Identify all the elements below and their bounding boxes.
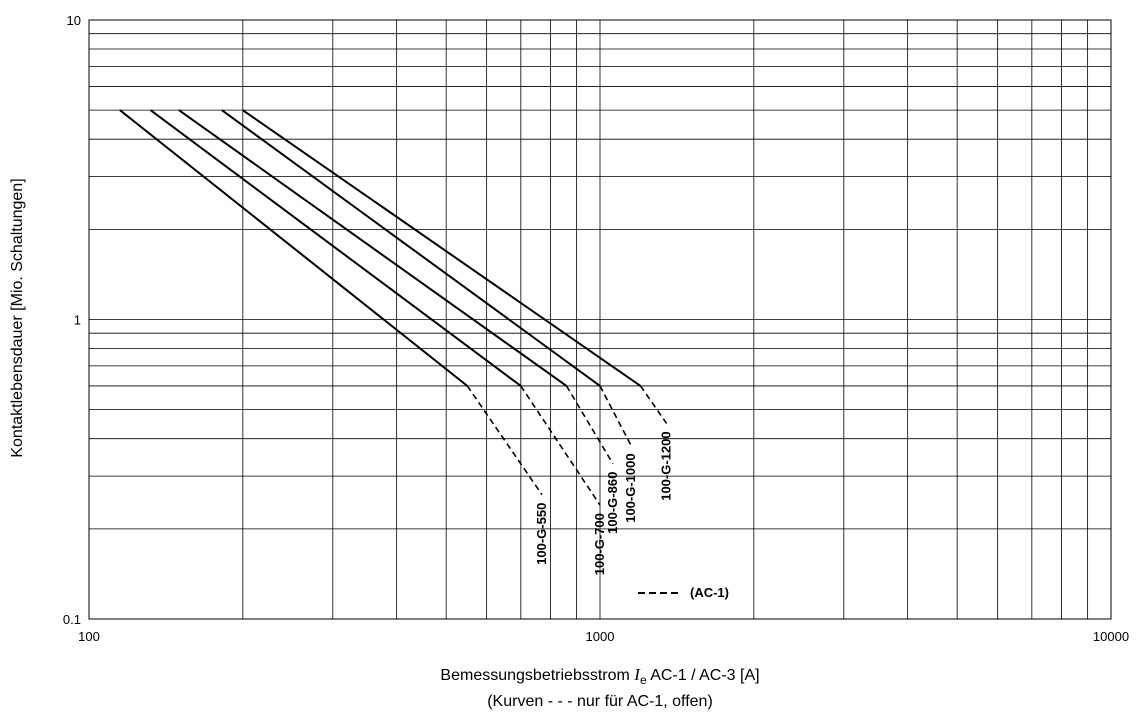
series-dash-100-G-550 (466, 385, 543, 496)
axis-ticks: 100 1000 10000 0.1 1 10 (63, 13, 1129, 644)
series-dash-100-G-860 (565, 385, 614, 465)
series-label-100-G-700: 100-G-700 (592, 513, 607, 575)
series-line-100-G-860 (178, 109, 568, 387)
x-axis-label: Bemessungsbetriebsstrom Ie AC-1 / AC-3 [… (440, 665, 759, 687)
y-tick-label: 1 (74, 313, 81, 328)
y-tick-label: 0.1 (63, 612, 81, 627)
x-tick-label: 10000 (1093, 629, 1129, 644)
series-line-100-G-550 (119, 109, 468, 387)
series-label-100-G-1200: 100-G-1200 (659, 431, 674, 500)
series-dash-100-G-700 (520, 385, 601, 506)
series-line-100-G-700 (150, 109, 522, 387)
series-label-100-G-1000: 100-G-1000 (623, 453, 638, 522)
series-dash-100-G-1000 (599, 385, 632, 446)
y-axis-label: Kontaktlebensdauer [Mio. Schaltungen] (9, 178, 26, 457)
series-dash-100-G-1200 (639, 385, 668, 424)
series-lines (119, 109, 668, 506)
x-tick-label: 100 (78, 629, 100, 644)
legend-label: (AC-1) (690, 585, 729, 600)
plot-frame (88, 19, 1112, 620)
legend: (AC-1) (638, 585, 729, 600)
grid (88, 19, 1112, 620)
x-tick-label: 1000 (586, 629, 615, 644)
x-axis-note: (Kurven - - - nur für AC-1, offen) (487, 693, 713, 710)
series-line-100-G-1200 (242, 109, 642, 387)
y-tick-label: 10 (67, 13, 81, 28)
series-label-100-G-860: 100-G-860 (605, 472, 620, 534)
series-line-100-G-1000 (221, 109, 601, 387)
series-label-100-G-550: 100-G-550 (534, 503, 549, 565)
